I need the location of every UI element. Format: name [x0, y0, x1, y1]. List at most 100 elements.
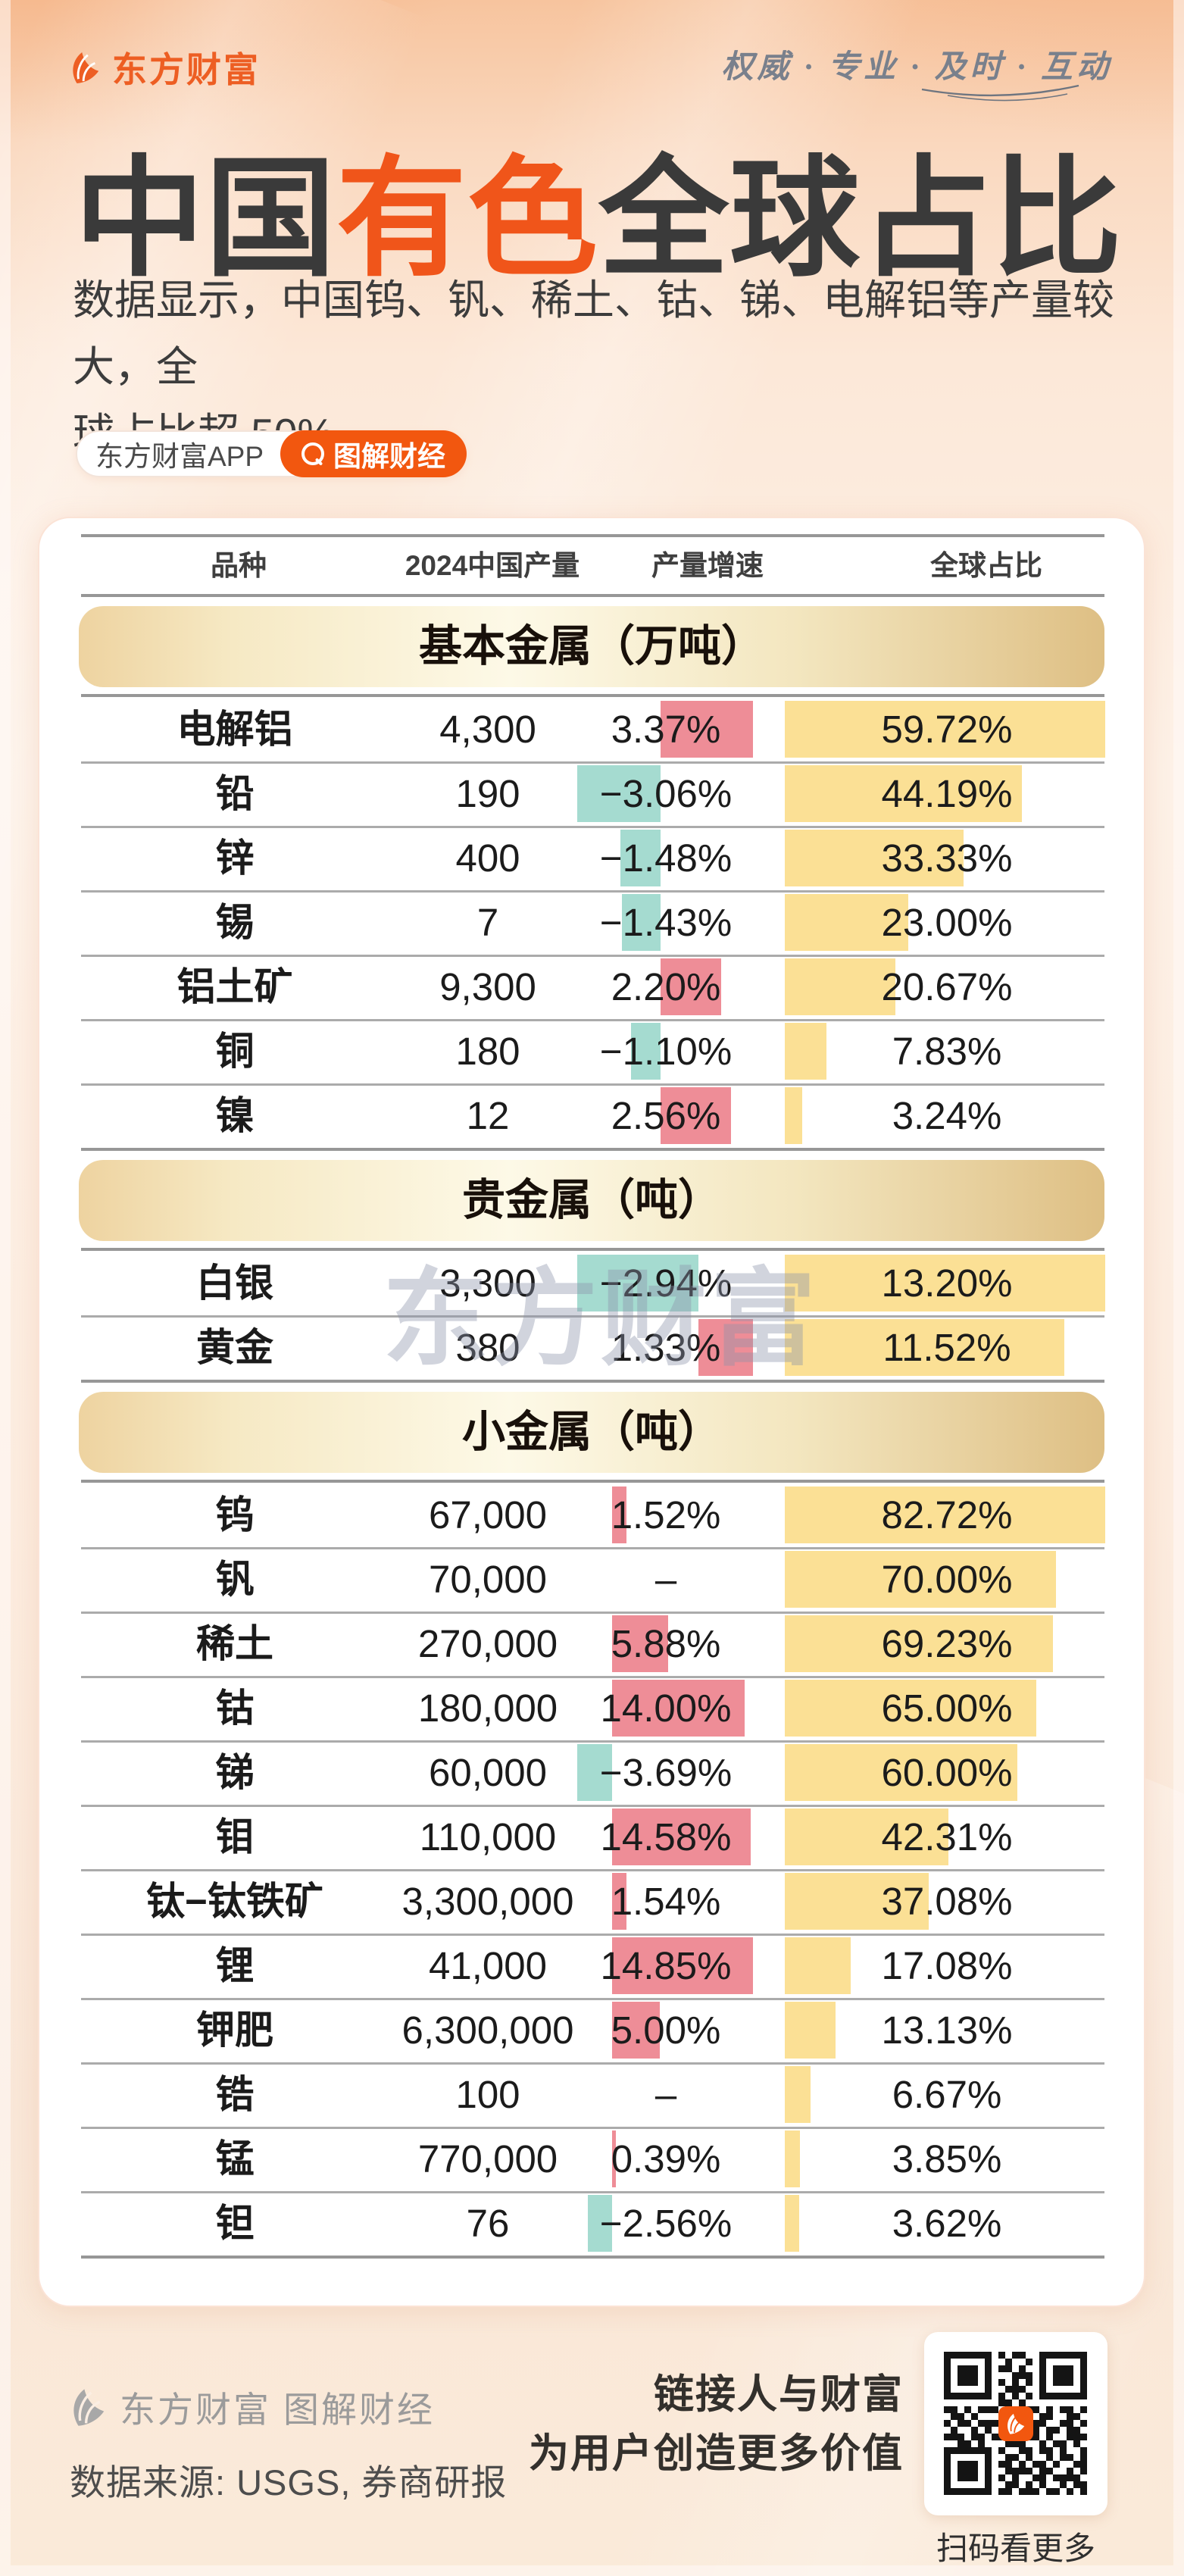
share-bar	[785, 1319, 1065, 1376]
table-header-rule	[81, 594, 1104, 597]
metal-name: 镍	[215, 1094, 255, 1137]
metal-name: 铅	[215, 772, 255, 815]
share-value: 20.67%	[881, 965, 1013, 1008]
share-value: 7.83%	[892, 1030, 1002, 1073]
share-bar	[785, 765, 1022, 822]
production-value: 12	[466, 1094, 510, 1137]
table-row: 铝土矿 9,300 2.20% 20.67%	[39, 955, 1144, 1019]
growth-value: 5.00%	[611, 2009, 721, 2052]
section-rule	[81, 1248, 1104, 1251]
share-value: 11.52%	[883, 1326, 1011, 1369]
footer-logo: 东方财富 图解财经	[70, 2381, 435, 2433]
share-bar	[785, 2066, 811, 2123]
table-row: 钼 110,000 14.58% 42.31%	[39, 1805, 1144, 1869]
row-divider	[81, 1083, 1104, 1086]
share-bar	[785, 1087, 802, 1144]
growth-bar	[577, 1255, 698, 1311]
share-value: 59.72%	[881, 708, 1013, 751]
slogan-line-1: 链接人与财富	[654, 2372, 904, 2417]
metal-name: 钛−钛铁矿	[146, 1880, 323, 1923]
share-bar	[785, 958, 896, 1015]
section-header: 贵金属（吨）	[79, 1160, 1104, 1241]
growth-bar	[612, 1873, 627, 1930]
app-badge[interactable]: 东方财富APP	[95, 441, 264, 472]
growth-value: 1.33%	[611, 1326, 721, 1369]
row-divider	[81, 2127, 1104, 2129]
share-value: 42.31%	[881, 1815, 1013, 1859]
production-value: 41,000	[429, 1944, 547, 1987]
growth-bar	[577, 1744, 613, 1801]
growth-bar	[612, 1680, 745, 1737]
share-bar	[785, 2195, 799, 2252]
row-divider	[81, 761, 1104, 764]
footer-logo-text: 东方财富 图解财经	[120, 2390, 436, 2430]
share-value: 3.24%	[892, 1094, 1002, 1137]
table-row: 铜 180 −1.10% 7.83%	[39, 1019, 1144, 1083]
title-highlight: 有色	[336, 146, 598, 292]
column-header-production: 2024中国产量	[405, 550, 580, 581]
table-header-row: 品种 2024中国产量 产量增速 全球占比	[39, 537, 1144, 594]
metal-name: 钽	[215, 2202, 255, 2245]
qr-center-logo	[998, 2406, 1033, 2441]
table-row: 钛−钛铁矿 3,300,000 1.54% 37.08%	[39, 1869, 1144, 1934]
row-divider	[81, 1019, 1104, 1021]
data-source: 数据来源: USGS, 券商研报	[70, 2462, 508, 2503]
production-value: 3,300	[439, 1261, 536, 1305]
row-divider	[81, 1547, 1104, 1549]
growth-value: −3.69%	[599, 1751, 733, 1794]
growth-value: 14.85%	[600, 1944, 732, 1987]
growth-bar	[612, 1937, 753, 1994]
section-rule	[81, 1148, 1104, 1151]
column-header-share: 全球占比	[930, 550, 1042, 581]
leaf-icon	[73, 52, 99, 83]
growth-value: 2.20%	[611, 965, 721, 1008]
metal-name: 钼	[215, 1815, 255, 1859]
growth-value: −2.94%	[599, 1261, 733, 1305]
table-row: 白银 3,300 −2.94% 13.20%	[39, 1251, 1144, 1315]
column-badge[interactable]: 图解财经	[280, 430, 467, 477]
share-bar	[785, 2131, 800, 2187]
production-value: 380	[455, 1326, 520, 1369]
share-bar	[785, 1551, 1056, 1608]
growth-bar	[698, 1319, 753, 1376]
tagline-underline-swoosh	[921, 84, 1079, 102]
share-value: 82.72%	[881, 1493, 1013, 1537]
table-row: 镍 12 2.56% 3.24%	[39, 1083, 1144, 1148]
growth-bar	[620, 830, 661, 886]
table-row: 锂 41,000 14.85% 17.08%	[39, 1934, 1144, 1998]
growth-bar	[621, 894, 661, 951]
metal-name: 钒	[215, 1558, 255, 1601]
share-value: 3.85%	[892, 2137, 1002, 2181]
growth-bar	[612, 1487, 627, 1543]
table-top-rule	[81, 534, 1104, 537]
growth-value: 1.52%	[611, 1493, 721, 1537]
growth-value: 5.88%	[611, 1622, 721, 1665]
row-divider	[81, 1934, 1104, 1936]
share-bar	[785, 894, 908, 951]
share-value: 23.00%	[881, 901, 1013, 944]
share-bar	[785, 1615, 1054, 1672]
metal-name: 白银	[195, 1261, 274, 1305]
column-header-variety: 品种	[211, 550, 267, 581]
title-suffix: 全球占比	[598, 146, 1123, 292]
section-header: 基本金属（万吨）	[79, 606, 1104, 687]
growth-value: 14.00%	[600, 1687, 732, 1730]
share-value: 3.62%	[892, 2202, 1002, 2245]
row-divider	[81, 1998, 1104, 2000]
growth-value: 2.56%	[611, 1094, 721, 1137]
metal-name: 电解铝	[177, 708, 293, 751]
production-value: 6,300,000	[401, 2009, 574, 2052]
metal-name: 锑	[215, 1751, 255, 1794]
share-bar	[785, 1809, 949, 1865]
table-row: 锌 400 −1.48% 33.33%	[39, 826, 1144, 890]
metal-name: 铜	[215, 1030, 255, 1073]
row-divider	[81, 955, 1104, 957]
growth-value: −1.48%	[599, 836, 733, 880]
leaf-icon-white	[1007, 2413, 1025, 2434]
top-bar: 东方财富 权威 · 专业 · 及时 · 互动	[70, 39, 1112, 108]
share-value: 13.13%	[881, 2009, 1013, 2052]
column-header-growth: 产量增速	[651, 550, 764, 581]
search-icon	[301, 442, 325, 465]
section-header: 小金属（吨）	[79, 1392, 1104, 1473]
metal-name: 钨	[215, 1493, 255, 1537]
